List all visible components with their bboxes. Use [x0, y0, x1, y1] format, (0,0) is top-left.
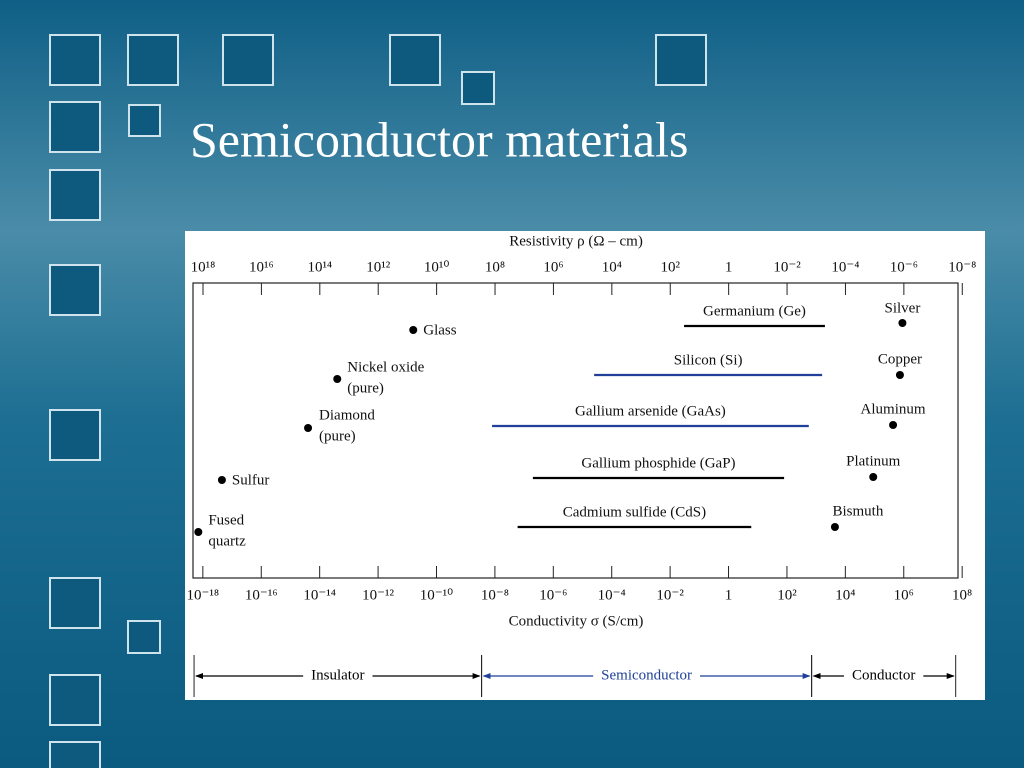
region-label: Semiconductor [601, 667, 692, 683]
decoration [49, 34, 707, 768]
x-tick-label: 10⁻² [656, 587, 684, 603]
x2-axis-label: Resistivity ρ (Ω – cm) [509, 233, 643, 249]
data-point [217, 476, 226, 484]
data-point [304, 424, 313, 432]
x-tick-label: 10⁻¹⁰ [420, 587, 453, 603]
data-point [194, 528, 203, 536]
point-label: Sulfur [232, 472, 270, 488]
x-tick-label: 10² [777, 587, 797, 603]
x-tick-label: 10⁻⁸ [481, 587, 509, 603]
x-tick-label: 10⁻¹⁸ [187, 587, 220, 603]
point-label: quartz [208, 533, 246, 549]
x-axis-label: Conductivity σ (S/cm) [509, 613, 644, 629]
point-label: Platinum [846, 453, 901, 469]
x2-tick-label: 10⁴ [602, 259, 622, 275]
range-label: Cadmium sulfide (CdS) [563, 504, 706, 520]
x2-tick-label: 10⁻⁶ [890, 259, 918, 275]
point-label: (pure) [347, 380, 384, 396]
x2-tick-label: 10¹⁴ [307, 259, 332, 275]
region-label-bg [593, 667, 701, 684]
x2-tick-label: 10¹⁶ [249, 259, 274, 275]
x-tick-label: 10⁻⁴ [598, 587, 626, 603]
range-label: Gallium phosphide (GaP) [581, 455, 735, 471]
x-tick-label: 10⁻⁶ [539, 587, 567, 603]
point-label: (pure) [319, 428, 356, 444]
point-label: Silver [884, 300, 920, 316]
x-tick-label: 10⁶ [894, 587, 914, 603]
data-point [409, 326, 418, 334]
x2-tick-label: 10⁶ [543, 259, 563, 275]
data-point [869, 473, 878, 481]
slide-title: Semiconductor materials [190, 111, 688, 167]
x2-tick-label: 10¹² [366, 259, 390, 275]
range-label: Gallium arsenide (GaAs) [575, 403, 726, 419]
x-tick-label: 10⁻¹⁶ [245, 587, 278, 603]
point-label: Glass [423, 322, 456, 338]
data-point [830, 523, 839, 531]
x2-tick-label: 10⁻⁴ [831, 259, 859, 275]
region-label: Conductor [852, 667, 915, 683]
point-label: Nickel oxide [347, 359, 424, 375]
x2-tick-label: 10² [660, 259, 680, 275]
plot-frame [192, 282, 959, 579]
point-label: Diamond [319, 407, 375, 423]
x2-tick-label: 10⁻² [773, 259, 801, 275]
data-point [898, 319, 907, 327]
data-point [895, 371, 904, 379]
data-point [333, 375, 342, 383]
point-label: Fused [208, 512, 244, 528]
chart-panel [185, 231, 985, 700]
x2-tick-label: 10⁸ [485, 259, 505, 275]
x2-tick-label: 10¹⁸ [191, 259, 216, 275]
region-label: Insulator [311, 667, 364, 683]
point-label: Bismuth [833, 503, 884, 519]
x-tick-label: 10⁴ [835, 587, 855, 603]
range-label: Silicon (Si) [674, 352, 743, 368]
point-label: Copper [878, 351, 922, 367]
region-label-bg [843, 667, 924, 684]
x-tick-label: 1 [725, 587, 733, 603]
x2-tick-label: 10¹⁰ [424, 259, 450, 275]
range-label: Germanium (Ge) [703, 303, 806, 319]
x2-tick-label: 1 [725, 259, 733, 275]
x2-tick-label: 10⁻⁸ [948, 259, 976, 275]
data-point [889, 421, 898, 429]
x-tick-label: 10⁻¹² [362, 587, 394, 603]
point-label: Aluminum [861, 401, 926, 417]
x-tick-label: 10⁻¹⁴ [303, 587, 336, 603]
region-label-bg [303, 667, 373, 684]
x-tick-label: 10⁸ [952, 587, 972, 603]
